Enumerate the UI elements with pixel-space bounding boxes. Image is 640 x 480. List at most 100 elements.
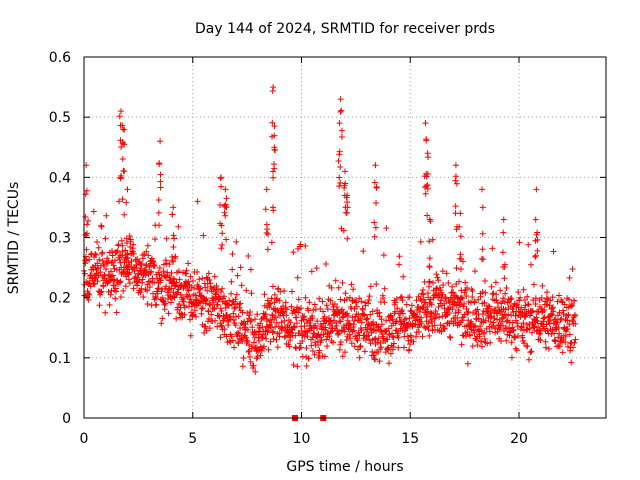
data-point [510,309,517,316]
data-point [246,341,253,348]
data-point [482,289,489,296]
data-point [456,223,463,230]
data-point [359,306,366,313]
data-point [426,216,433,223]
data-point [123,199,130,206]
data-point [112,295,119,302]
data-point [350,286,357,293]
data-point [342,180,349,187]
data-point [462,333,469,340]
data-point [218,245,225,252]
data-point [513,317,520,324]
data-point [117,122,124,129]
data-point [348,340,355,347]
data-point [343,337,350,344]
data-point [212,317,219,324]
data-point [567,347,574,354]
data-point [546,302,553,309]
data-point [532,216,539,223]
data-point [135,260,142,267]
data-point [96,256,103,263]
data-point [335,157,342,164]
data-point [426,278,433,285]
data-point [202,284,209,291]
data-point [194,268,201,275]
data-point [390,343,397,350]
data-point [270,207,277,214]
data-point [390,340,397,347]
y-tick-label: 0.4 [49,170,71,186]
data-point [176,300,183,307]
data-point [281,288,288,295]
data-point [556,330,563,337]
data-point [438,328,445,335]
data-point [349,328,356,335]
data-point [262,311,269,318]
y-tick-label: 0.6 [49,50,71,66]
data-point [499,249,506,256]
data-point [396,261,403,268]
data-point [479,310,486,317]
data-point [506,332,513,339]
data-point [229,337,236,344]
data-point [551,330,558,337]
data-point [155,196,162,203]
data-point [350,321,357,328]
data-point [406,294,413,301]
data-point [373,199,380,206]
data-point [143,248,150,255]
data-point [452,173,459,180]
data-point [121,211,128,218]
data-point [268,324,275,331]
data-point [202,323,209,330]
data-point [426,238,433,245]
data-point [158,320,165,327]
data-point [314,318,321,325]
y-tick-label: 0.5 [49,110,71,126]
data-point [161,306,168,313]
data-point [94,239,101,246]
data-point [364,315,371,322]
data-point [271,123,278,130]
data-point [316,347,323,354]
data-point [486,303,493,310]
data-point [276,297,283,304]
data-point [247,358,254,365]
data-point [383,225,390,232]
data-point [521,306,528,313]
x-tick-label: 15 [401,431,419,447]
data-point [479,230,486,237]
data-point [144,242,151,249]
data-point [365,300,372,307]
data-point [319,308,326,315]
data-point [333,322,340,329]
data-point [424,182,431,189]
data-point [338,134,345,141]
data-point [268,319,275,326]
data-point [127,236,134,243]
data-point [479,246,486,253]
data-point [418,314,425,321]
data-point [346,320,353,327]
data-point [278,319,285,326]
data-point [106,301,113,308]
data-point [116,256,123,263]
data-point [562,339,569,346]
data-point [514,301,521,308]
data-point [198,305,205,312]
data-point [252,368,259,375]
data-point [356,354,363,361]
data-point [565,312,572,319]
data-point [130,250,137,257]
data-point [490,319,497,326]
data-point [159,315,166,322]
data-point [569,302,576,309]
data-point [309,334,316,341]
data-point [464,285,471,292]
data-point [160,268,167,275]
data-point [560,307,567,314]
data-point [187,332,194,339]
data-point [322,260,329,267]
data-point [461,300,468,307]
data-point [535,323,542,330]
